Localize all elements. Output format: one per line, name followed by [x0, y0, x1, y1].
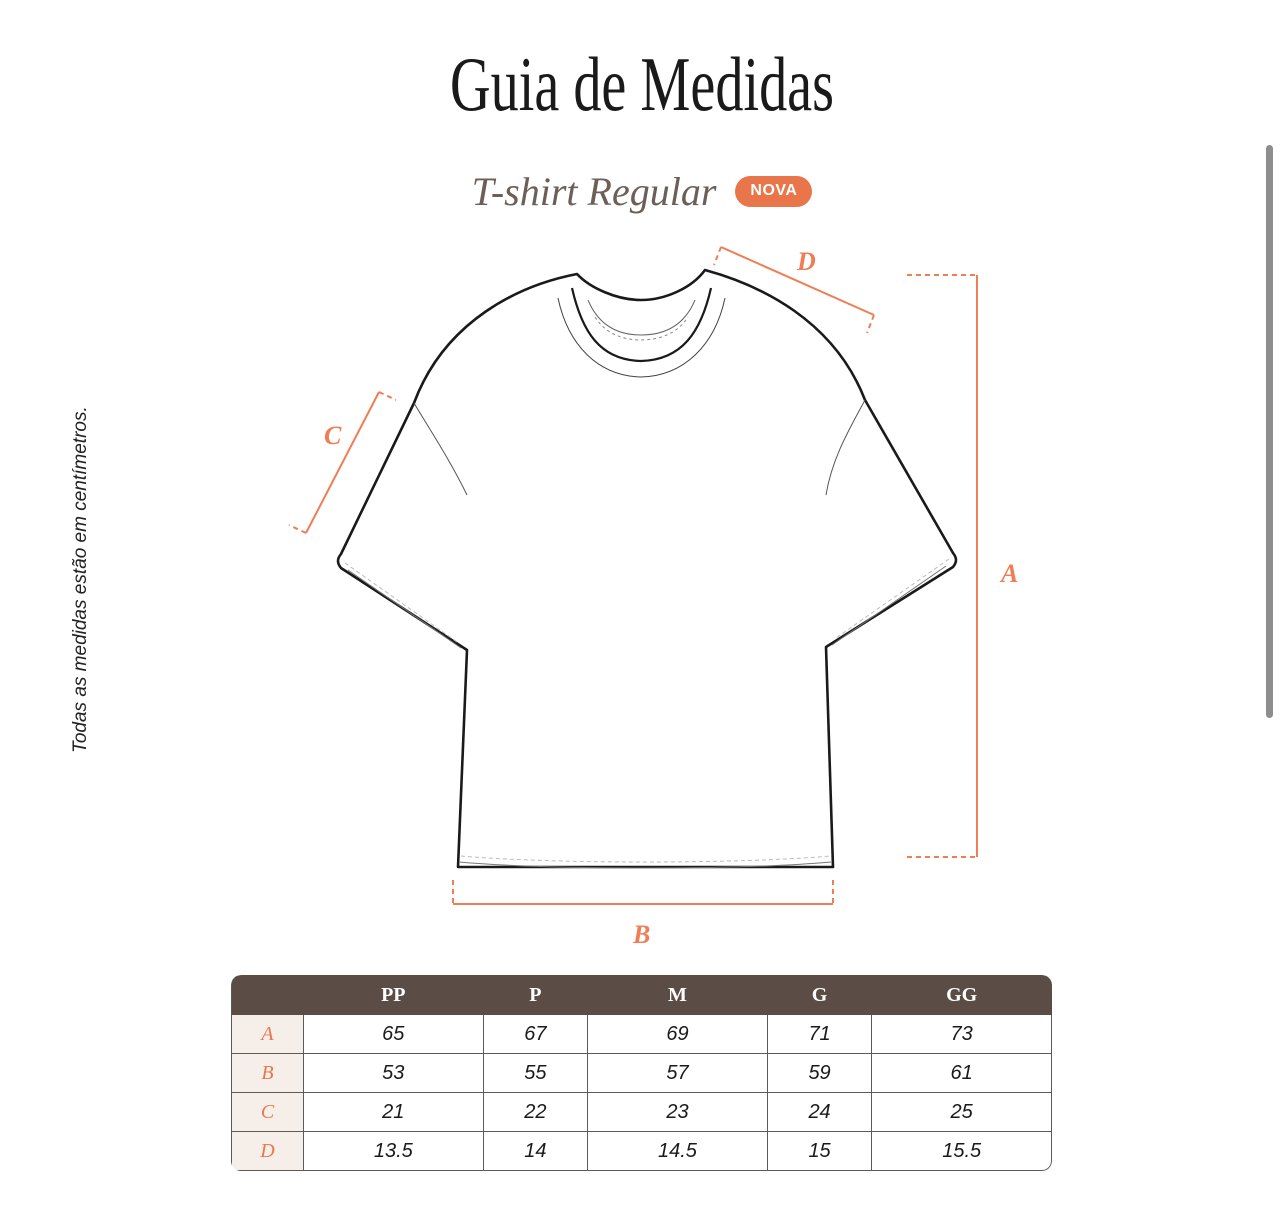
svg-text:C: C [324, 421, 342, 450]
svg-text:D: D [796, 247, 816, 276]
svg-text:A: A [999, 559, 1018, 588]
svg-text:B: B [632, 920, 650, 949]
